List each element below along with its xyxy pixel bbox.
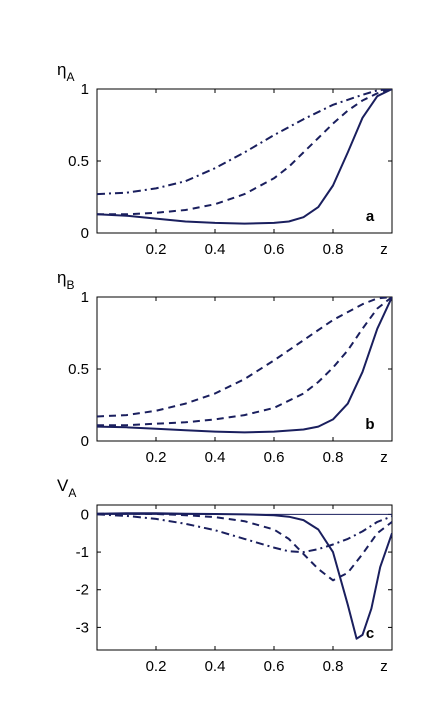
series-line-1 (97, 89, 392, 225)
x-tick-label: 0.8 (323, 658, 344, 675)
x-tick-label: 0.4 (205, 449, 226, 466)
y-axis-title: ηA (57, 60, 74, 84)
axes-frame (96, 504, 393, 651)
panel-b: 0.2 0.4 0.6 0.8 0 0.5 1 ηB zb (57, 268, 393, 466)
panel-c: 0.2 0.4 0.6 0.8 0 -1 -2 -3 VA zc (57, 476, 393, 675)
x-tick-label: 0.2 (146, 658, 167, 675)
x-tick-label: 0.8 (323, 241, 344, 258)
panel-letter: b (365, 416, 374, 433)
series-line-1 (97, 297, 392, 434)
series-line-2 (97, 297, 392, 427)
y-tick-label: 0 (81, 225, 89, 242)
x-axis-label: z (380, 658, 388, 675)
series-line-3 (97, 513, 392, 554)
axes-frame (96, 88, 393, 234)
x-tick-label: 0.6 (264, 241, 285, 258)
x-tick-label: 0.6 (264, 449, 285, 466)
y-tick-label: 0.5 (68, 361, 89, 378)
y-axis-title: VA (57, 476, 76, 500)
panel-a: 0.2 0.4 0.6 0.8 0 0.5 1 ηA za (57, 60, 393, 258)
y-tick-label: -1 (76, 544, 89, 561)
x-tick-label: 0.4 (205, 241, 226, 258)
series-line-3 (97, 89, 392, 196)
y-tick-label: 0 (81, 433, 89, 450)
y-tick-label: -3 (76, 619, 89, 636)
series-line-1 (97, 512, 392, 640)
x-axis-label: z (380, 241, 388, 258)
x-tick-label: 0.2 (146, 241, 167, 258)
panel-letter: a (366, 208, 375, 225)
y-tick-label: 0.5 (68, 153, 89, 170)
x-axis-label: z (380, 449, 388, 466)
y-tick-label: 1 (81, 81, 89, 98)
x-tick-label: 0.4 (205, 658, 226, 675)
y-tick-label: 1 (81, 289, 89, 306)
panel-letter: c (366, 625, 374, 642)
axes-frame (96, 296, 393, 442)
y-axis-title: ηB (57, 268, 74, 292)
x-tick-label: 0.6 (264, 658, 285, 675)
series-line-3 (97, 297, 392, 418)
x-tick-label: 0.8 (323, 449, 344, 466)
x-tick-label: 0.2 (146, 449, 167, 466)
series-line-2 (97, 512, 392, 582)
y-tick-label: 0 (81, 506, 89, 523)
y-tick-label: -2 (76, 582, 89, 599)
